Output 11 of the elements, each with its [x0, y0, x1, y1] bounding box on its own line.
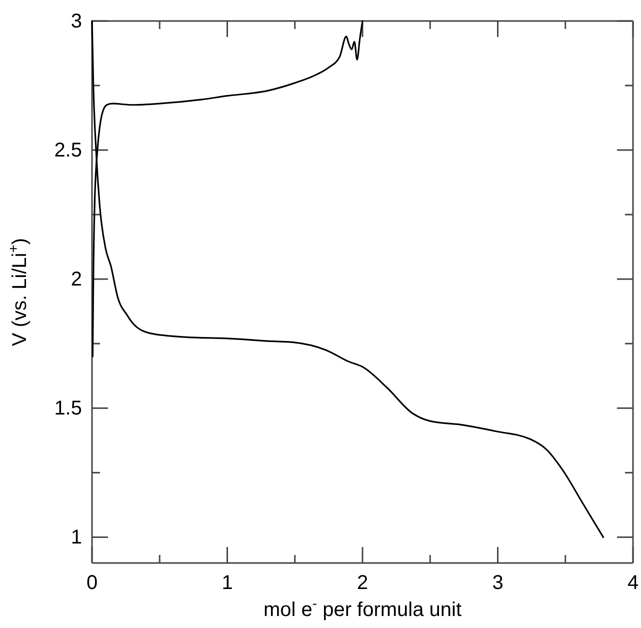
y-tick-label: 3 [70, 10, 82, 32]
x-axis-title: mol e$^{-}$ per formula unit [263, 595, 462, 621]
x-tick-label: 4 [627, 572, 639, 594]
y-tick-label: 1.5 [54, 398, 82, 420]
y-tick-label: 2 [70, 268, 82, 290]
y-tick-label: 1 [70, 526, 82, 549]
x-tick-label: 2 [356, 572, 368, 594]
x-tick-label: 0 [86, 572, 98, 594]
x-tick-label: 3 [492, 572, 504, 594]
x-tick-label: 1 [222, 572, 233, 594]
y-tick-label: 2.5 [54, 139, 82, 162]
